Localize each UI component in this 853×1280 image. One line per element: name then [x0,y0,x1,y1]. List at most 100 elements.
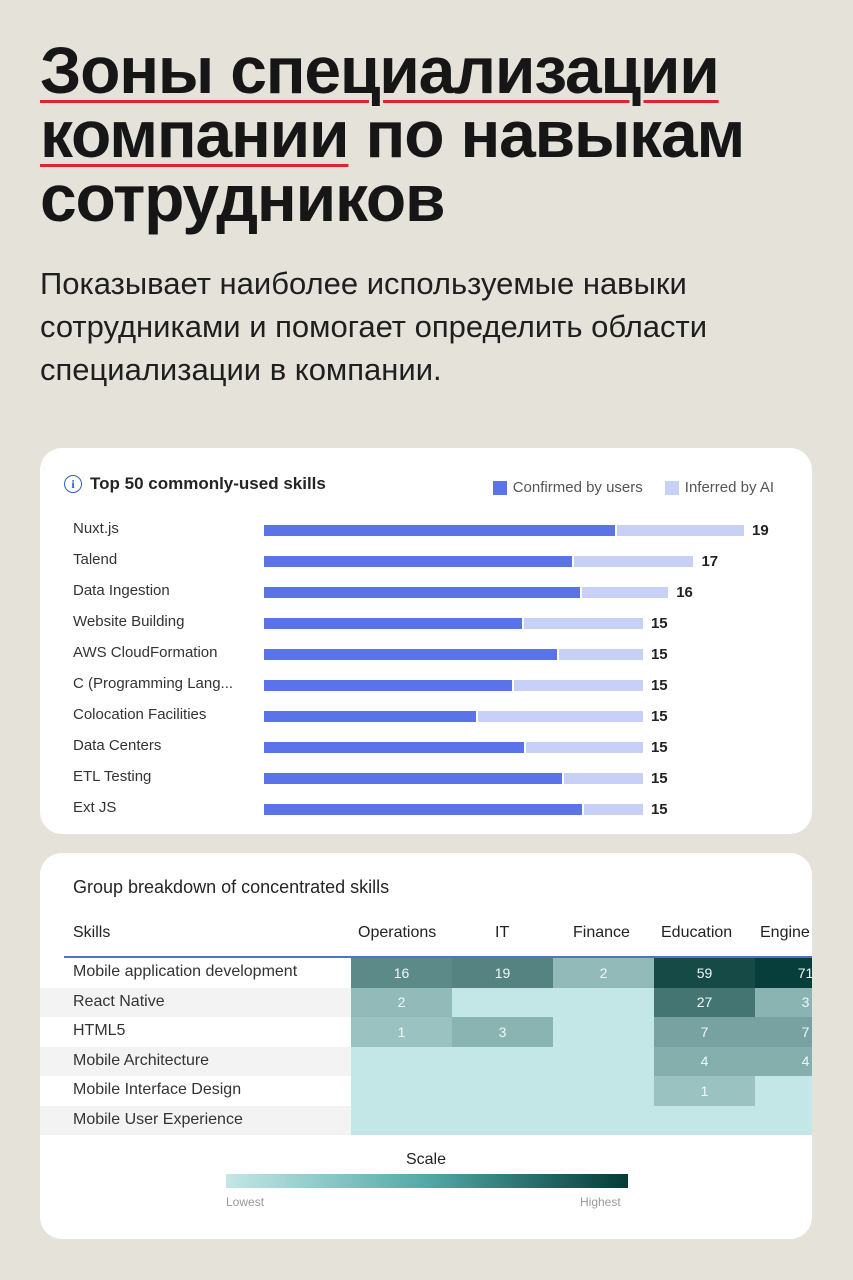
column-header[interactable]: Education [661,924,733,941]
heatmap-row-label: HTML5 [73,1022,126,1039]
bar-value-label: 15 [650,677,668,694]
heatmap-cell[interactable] [553,1017,654,1047]
headline-line2-underlined: компании [40,97,350,171]
bar-value-label: 17 [701,553,719,570]
heatmap-cell[interactable]: 4 [654,1046,755,1076]
heatmap-cell[interactable]: 4 [755,1046,812,1076]
column-header[interactable]: Finance [573,924,630,941]
page-subtitle: Показывает наиболее используемые навыки … [40,266,708,387]
bar-label: AWS CloudFormation [73,644,218,661]
heatmap-row[interactable]: HTML5 1 3 7 7 [40,1017,812,1047]
heatmap-cell[interactable] [351,1105,452,1135]
bar-value-label: 19 [752,522,769,539]
heatmap-cell[interactable]: 3 [755,987,812,1017]
heatmap-cell[interactable] [553,1105,654,1135]
bar-label: Website Building [73,613,185,630]
bar-row[interactable]: Ext JS 15 [40,794,812,825]
bar-confirmed[interactable] [264,742,525,753]
heatmap-cell[interactable] [351,1046,452,1076]
heatmap-row[interactable]: Mobile application development 16 19 2 59 71 [40,958,812,988]
heatmap-cell[interactable] [452,987,553,1017]
bar-row[interactable]: Talend 17 [40,546,812,577]
bar-row[interactable]: Colocation Facilities 15 [40,701,812,732]
heatmap-row[interactable]: React Native 2 27 3 [40,987,812,1017]
group-breakdown-title: Group breakdown of concentrated skills [73,877,390,897]
skills-column-header: Skills [73,924,111,941]
info-icon[interactable]: i [64,475,82,493]
top-skills-title-row: i Top 50 commonly-used skills [64,474,326,494]
bar-row[interactable]: Nuxt.js 19 [40,515,812,546]
heatmap-cell[interactable]: 19 [452,958,553,988]
bar-inferred[interactable] [478,711,643,722]
headline-line2-rest: по навыкам [348,97,746,171]
bar-inferred[interactable] [559,649,643,660]
bar-confirmed[interactable] [264,711,477,722]
bar-confirmed[interactable] [264,525,616,536]
heatmap-cell[interactable] [452,1105,553,1135]
bar-inferred[interactable] [574,556,694,567]
heatmap-row[interactable]: Mobile Architecture 4 4 [40,1046,812,1076]
heatmap-row-label: Mobile Interface Design [73,1081,242,1098]
bar-row[interactable]: Data Centers 15 [40,732,812,763]
bar-inferred[interactable] [564,773,643,784]
heatmap-row[interactable]: Mobile Interface Design 1 [40,1076,812,1106]
heatmap-cell[interactable]: 1 [351,1017,452,1047]
top-skills-card: i Top 50 commonly-used skills Confirmed … [40,448,812,834]
bar-confirmed[interactable] [264,680,512,691]
heatmap-cell[interactable] [654,1105,755,1135]
legend-item-confirmed[interactable]: Confirmed by users [492,479,643,496]
bar-row[interactable]: Website Building 15 [40,608,812,639]
heatmap-cell[interactable]: 2 [351,987,452,1017]
heatmap-row[interactable]: Mobile User Experience [40,1105,812,1135]
bar-label: Talend [73,551,118,568]
legend-swatch-inferred [664,480,679,495]
heatmap-cell[interactable] [452,1076,553,1106]
bar-confirmed[interactable] [264,587,580,598]
bar-inferred[interactable] [584,804,643,815]
heatmap-row-label: Mobile Architecture [73,1051,210,1069]
bar-inferred[interactable] [617,525,744,536]
heatmap-cell[interactable] [452,1046,553,1076]
scale-title: Scale [405,1151,447,1168]
column-header[interactable]: Operations [358,924,437,941]
bar-row[interactable]: C (Programming Lang... 15 [40,670,812,701]
bar-confirmed[interactable] [264,556,573,567]
heatmap-cell[interactable] [553,987,654,1017]
heatmap-cell[interactable]: 3 [452,1017,553,1047]
column-header[interactable]: IT [495,924,510,941]
bar-confirmed[interactable] [264,649,558,660]
bar-inferred[interactable] [513,680,643,691]
heatmap-cell[interactable]: 27 [654,987,755,1017]
bar-confirmed[interactable] [264,773,563,784]
bar-value-label: 15 [650,770,668,787]
bar-row[interactable]: AWS CloudFormation 15 [40,639,812,670]
heatmap-cell[interactable]: 1 [654,1076,755,1106]
heatmap-cell[interactable]: 7 [654,1017,755,1047]
heatmap-cell[interactable] [553,1046,654,1076]
heatmap-cell[interactable]: 59 [654,958,755,988]
heatmap-cell[interactable] [755,1105,812,1135]
bar-inferred[interactable] [526,742,643,753]
bar-confirmed[interactable] [264,804,583,815]
legend-label-confirmed: Confirmed by users [512,479,643,496]
bar-value-label: 15 [650,801,668,818]
heatmap-cell[interactable] [553,1076,654,1106]
heatmap-cell[interactable]: 7 [755,1017,812,1047]
heatmap-cell[interactable]: 16 [351,958,452,988]
scale-gradient [226,1174,628,1188]
column-header[interactable]: Engine [760,924,810,941]
bar-label: ETL Testing [73,768,152,785]
heatmap-cell[interactable] [755,1076,812,1106]
heatmap-cell[interactable]: 2 [553,958,654,988]
legend-swatch-confirmed [492,480,507,495]
bar-value-label: 15 [650,708,668,725]
bar-row[interactable]: Data Ingestion 16 [40,577,812,608]
bar-confirmed[interactable] [264,618,522,629]
heatmap-cell[interactable]: 71 [755,958,812,988]
bar-inferred[interactable] [523,618,643,629]
bar-row[interactable]: ETL Testing 15 [40,763,812,794]
top-skills-title: Top 50 commonly-used skills [90,474,326,493]
bar-inferred[interactable] [581,587,669,598]
heatmap-cell[interactable] [351,1076,452,1106]
legend-item-inferred[interactable]: Inferred by AI [664,479,774,496]
